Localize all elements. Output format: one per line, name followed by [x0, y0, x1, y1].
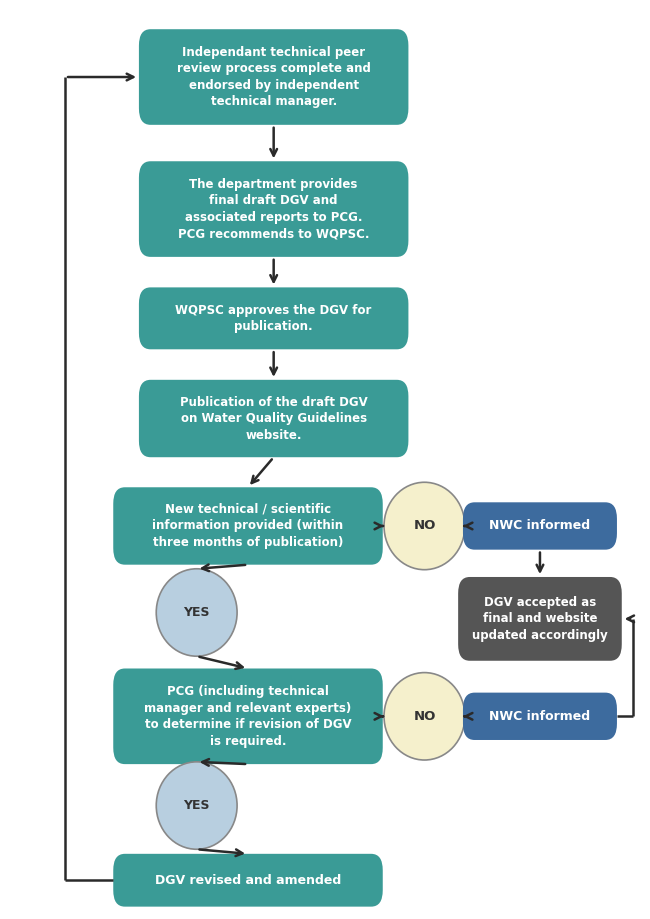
Text: Independant technical peer
review process complete and
endorsed by independent
t: Independant technical peer review proces…	[177, 46, 370, 108]
Text: New technical / scientific
information provided (within
three months of publicat: New technical / scientific information p…	[153, 503, 344, 549]
Text: NO: NO	[413, 709, 436, 723]
FancyBboxPatch shape	[139, 29, 408, 125]
Text: Publication of the draft DGV
on Water Quality Guidelines
website.: Publication of the draft DGV on Water Qu…	[180, 395, 367, 441]
Ellipse shape	[384, 482, 465, 570]
Text: NO: NO	[413, 519, 436, 532]
FancyBboxPatch shape	[139, 288, 408, 349]
Text: YES: YES	[183, 606, 210, 619]
FancyBboxPatch shape	[113, 487, 383, 564]
Ellipse shape	[384, 673, 465, 760]
FancyBboxPatch shape	[139, 380, 408, 458]
FancyBboxPatch shape	[463, 503, 617, 550]
Text: The department provides
final draft DGV and
associated reports to PCG.
PCG recom: The department provides final draft DGV …	[178, 177, 369, 240]
FancyBboxPatch shape	[113, 668, 383, 764]
Ellipse shape	[156, 569, 237, 656]
Text: WQPSC approves the DGV for
publication.: WQPSC approves the DGV for publication.	[176, 303, 372, 333]
Ellipse shape	[156, 762, 237, 849]
Text: PCG (including technical
manager and relevant experts)
to determine if revision : PCG (including technical manager and rel…	[144, 685, 352, 747]
FancyBboxPatch shape	[139, 161, 408, 257]
Text: NWC informed: NWC informed	[489, 519, 590, 532]
FancyBboxPatch shape	[463, 693, 617, 740]
FancyBboxPatch shape	[458, 577, 622, 661]
FancyBboxPatch shape	[113, 854, 383, 907]
Text: YES: YES	[183, 799, 210, 812]
Text: NWC informed: NWC informed	[489, 709, 590, 723]
Text: DGV accepted as
final and website
updated accordingly: DGV accepted as final and website update…	[472, 596, 608, 641]
Text: DGV revised and amended: DGV revised and amended	[155, 874, 341, 887]
